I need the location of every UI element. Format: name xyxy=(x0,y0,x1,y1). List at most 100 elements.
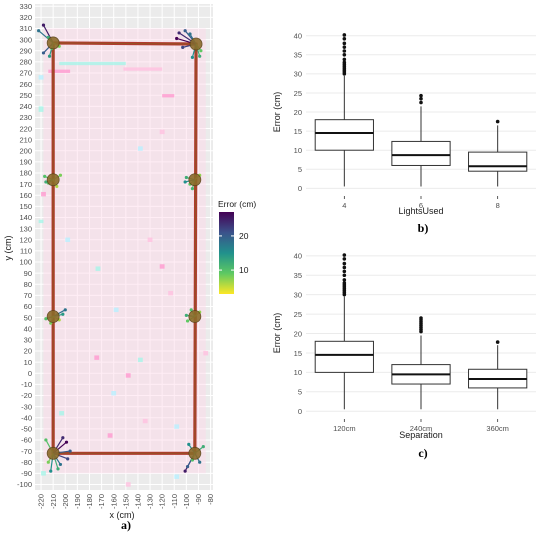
trace-fragment xyxy=(174,474,180,479)
y-tick-label: 0 xyxy=(298,184,302,193)
trace-fragment xyxy=(48,69,71,73)
outlier-point xyxy=(342,33,347,37)
y-tick-label: 20 xyxy=(294,329,302,338)
x-tick-label: -210 xyxy=(49,494,58,509)
y-tick-label: 170 xyxy=(19,180,32,189)
outlier-point xyxy=(419,100,423,105)
y-tick-label: 5 xyxy=(298,388,302,397)
trace-band xyxy=(43,28,206,474)
y-tick-label: -70 xyxy=(21,447,32,456)
estimate-point xyxy=(61,312,65,316)
y-tick-label: 80 xyxy=(24,280,32,289)
x-tick-label: -100 xyxy=(182,494,191,509)
outlier-point xyxy=(342,281,347,285)
estimate-point xyxy=(49,469,53,473)
outlier-point xyxy=(342,41,347,46)
trace-fragment xyxy=(137,146,143,151)
x-tick-label: -90 xyxy=(194,494,203,505)
outlier-point xyxy=(419,96,423,101)
trace-fragment xyxy=(113,307,119,313)
y-tick-label: 100 xyxy=(19,258,32,267)
estimate-point xyxy=(189,308,193,312)
y-tick-label: 10 xyxy=(24,358,32,367)
panel-a-y-ticks: -100-90-80-70-60-50-40-30-20-10010203040… xyxy=(17,2,32,489)
y-tick-label: -30 xyxy=(21,402,32,411)
box-iqr xyxy=(468,151,528,172)
trace-fragment xyxy=(94,355,100,360)
panel-b-tag: b) xyxy=(418,221,429,235)
y-tick-label: 270 xyxy=(19,69,32,78)
estimate-point xyxy=(188,32,192,36)
panel-c-y-label: Error (cm) xyxy=(272,313,282,354)
trace-fragment xyxy=(203,350,209,356)
outlier-point xyxy=(342,36,347,41)
y-tick-label: 30 xyxy=(294,290,302,299)
y-tick-label: 25 xyxy=(294,310,302,319)
x-tick-label: -110 xyxy=(170,494,179,508)
trace-fragment xyxy=(38,106,44,112)
y-tick-label: 260 xyxy=(19,80,32,89)
panel-a-light-markers xyxy=(46,36,203,460)
estimate-point xyxy=(181,45,185,49)
panel-c-plot: 0 5 10 15 20 25 30 35 40 120cm 240cm 360cm xyxy=(294,252,536,433)
estimate-point xyxy=(184,175,188,180)
y-tick-label: 90 xyxy=(24,269,32,278)
estimate-point xyxy=(64,440,69,444)
legend-title: Error (cm) xyxy=(218,199,256,209)
light-marker xyxy=(46,36,60,50)
panel-a-noise xyxy=(38,28,209,487)
panel-a-tag: a) xyxy=(121,518,131,532)
outlier-point xyxy=(342,261,347,266)
estimate-point xyxy=(37,29,41,33)
panel-b: 0 5 10 15 20 25 30 35 40 4 6 8 Error (cm) LightsUse… xyxy=(272,32,536,235)
estimate-point xyxy=(199,49,203,53)
estimate-point xyxy=(185,465,190,469)
estimate-point xyxy=(183,469,187,473)
y-tick-label: 240 xyxy=(19,102,32,111)
trace-fragment xyxy=(95,266,101,271)
estimate-point xyxy=(177,31,181,35)
trace-fragment xyxy=(137,357,143,363)
estimate-point xyxy=(47,54,52,58)
outlier-point xyxy=(342,278,347,282)
x-tick-label: -140 xyxy=(134,494,143,509)
y-tick-label: -20 xyxy=(21,391,32,400)
y-tick-label: 160 xyxy=(19,191,32,200)
outlier-point xyxy=(342,49,347,53)
estimate-point xyxy=(41,23,46,27)
trace-fragment xyxy=(162,94,175,98)
panel-a-x-label: x (cm) xyxy=(110,510,135,520)
x-tick-label: -190 xyxy=(73,494,82,509)
estimate-point xyxy=(56,467,60,471)
estimate-point xyxy=(44,180,48,184)
outlier-point xyxy=(342,60,347,65)
estimate-point xyxy=(44,438,48,442)
trace-fragment xyxy=(147,237,153,242)
light-marker xyxy=(188,446,202,460)
y-tick-label: 110 xyxy=(20,247,32,256)
trace-fragment xyxy=(41,191,46,197)
panel-b-y-label: Error (cm) xyxy=(272,92,282,133)
y-tick-label: -100 xyxy=(17,480,32,489)
y-tick-label: 280 xyxy=(19,58,32,67)
panel-a-y-label: y (cm) xyxy=(3,236,13,261)
trace-fragment xyxy=(59,411,65,416)
estimate-point xyxy=(198,460,202,464)
outlier-point xyxy=(419,316,423,320)
estimate-point xyxy=(175,36,179,41)
y-tick-label: 20 xyxy=(24,347,32,356)
x-tick-label: -120 xyxy=(158,494,167,509)
panel-a-background xyxy=(35,4,213,490)
trace-fragment xyxy=(59,61,126,66)
y-tick-label: 70 xyxy=(24,291,32,300)
estimate-point xyxy=(44,317,48,321)
y-tick-label: 150 xyxy=(19,202,32,211)
estimate-point xyxy=(183,180,187,184)
y-tick-label: 190 xyxy=(19,158,32,167)
legend-ticks: 10 20 xyxy=(219,231,249,275)
y-tick-label: -90 xyxy=(21,469,32,478)
y-tick-label: -10 xyxy=(21,380,32,389)
x-tick-label: -200 xyxy=(61,494,70,509)
light-marker xyxy=(188,173,202,187)
y-tick-label: 15 xyxy=(294,127,302,136)
